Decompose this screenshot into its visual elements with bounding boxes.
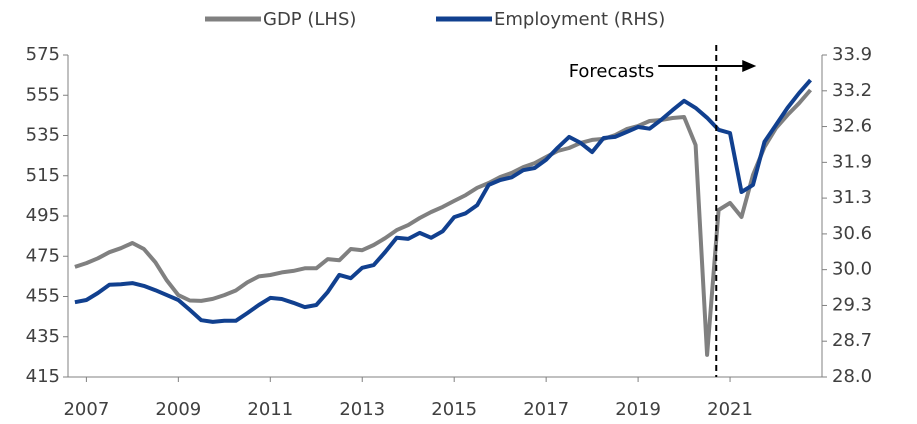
x-tick-label: 2021 [707,399,753,420]
annotation: Forecasts [569,61,655,82]
x-tick-label: 2011 [247,399,293,420]
y2-tick-label: 31.9 [832,151,872,172]
y-tick-label: 575 [26,44,60,65]
x-tick-label: 2015 [431,399,477,420]
series-line [74,88,813,357]
y-tick-label: 415 [26,366,60,387]
y-tick-label: 475 [26,245,60,266]
x-tick-label: 2009 [155,399,201,420]
y2-tick-label: 32.6 [832,116,872,137]
y2-tick-label: 31.3 [832,187,872,208]
x-tick-label: 2013 [339,399,385,420]
x-tick-label: 2019 [615,399,661,420]
y2-tick-label: 28.7 [832,330,872,351]
y2-tick-label: 28.0 [832,366,872,387]
y-tick-label: 435 [26,326,60,347]
y2-tick-label: 29.3 [832,294,872,315]
legend-label: GDP (LHS) [263,9,356,30]
y-tick-label: 515 [26,165,60,186]
series-line [74,78,813,324]
x-tick-label: 2007 [63,399,109,420]
y-tick-label: 495 [26,205,60,226]
y2-tick-label: 30.0 [832,259,872,280]
y-tick-label: 555 [26,84,60,105]
arrow-head [742,60,757,72]
y2-tick-label: 30.6 [832,223,872,244]
y-tick-label: 535 [26,125,60,146]
y-tick-label: 455 [26,286,60,307]
legend-label: Employment (RHS) [494,9,665,30]
y2-tick-label: 33.9 [832,44,872,65]
x-tick-label: 2017 [523,399,569,420]
y2-tick-label: 33.2 [832,80,872,101]
